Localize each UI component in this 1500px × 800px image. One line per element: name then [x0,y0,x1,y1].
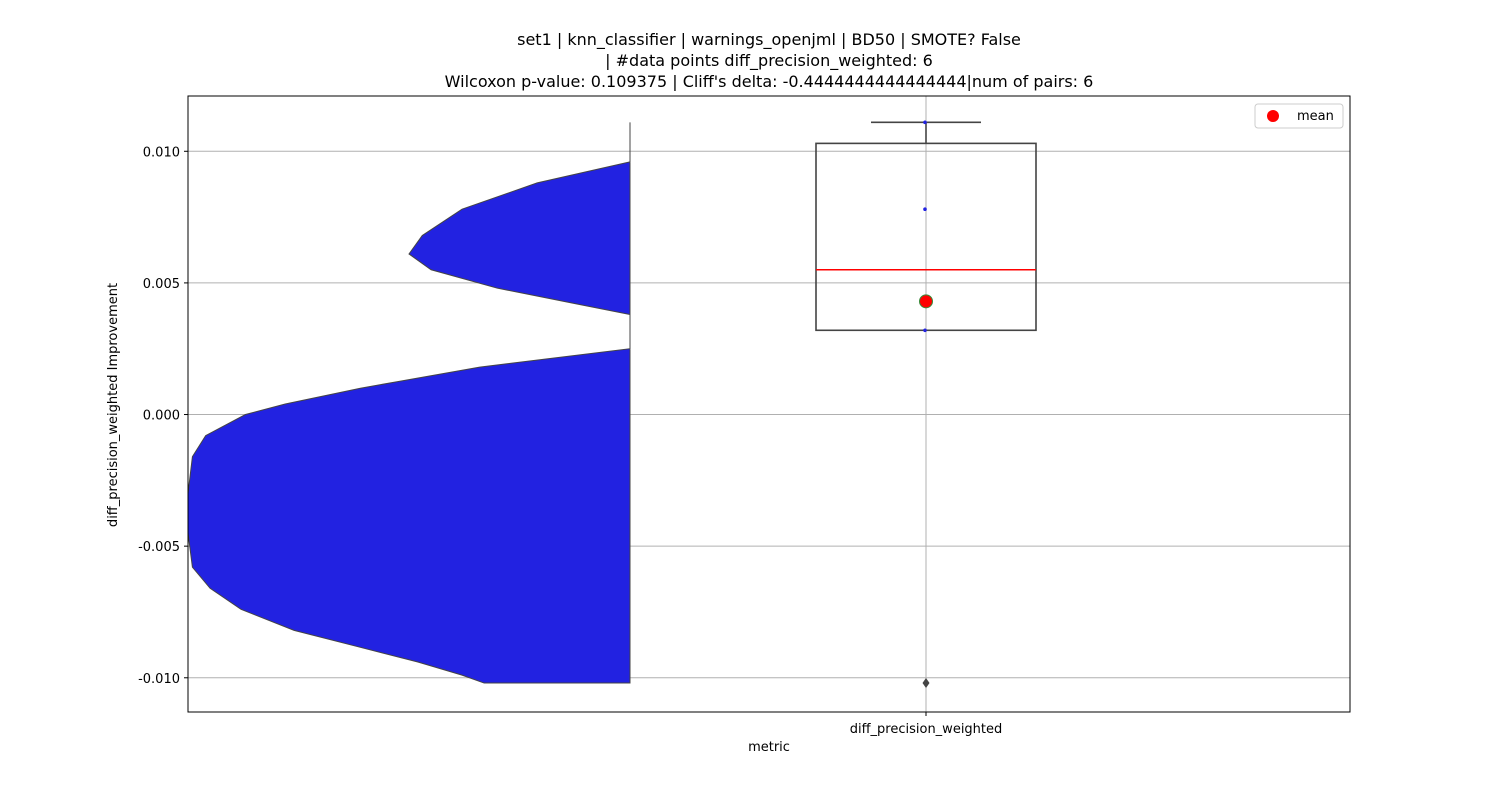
y-axis-label: diff_precision_weighted Improvement [106,283,121,527]
chart-title-line-2: | #data points diff_precision_weighted: … [605,51,933,70]
y-tick-label: 0.005 [143,277,180,292]
legend-mean-label: mean [1297,109,1334,124]
data-point [923,207,927,211]
data-point [923,120,927,125]
legend: mean [1254,103,1344,129]
chart-title-line-1: set1 | knn_classifier | warnings_openjml… [517,30,1021,49]
box-layer [815,120,1037,689]
outlier-marker [922,678,930,689]
y-tick-label: 0.010 [143,145,180,160]
x-axis: diff_precision_weighted [850,712,1003,737]
x-tick-label: diff_precision_weighted [850,722,1003,737]
y-tick-label: 0.000 [143,409,180,424]
plot-frame [187,95,1351,713]
legend-mean-marker [1267,110,1279,122]
x-axis-label: metric [748,740,790,755]
y-tick-label: -0.005 [138,540,180,555]
legend-frame [1254,103,1344,129]
y-axis: -0.010 -0.005 0.000 0.005 0.010 [138,145,188,687]
violin-body [188,122,631,684]
chart-title-line-3: Wilcoxon p-value: 0.109375 | Cliff's del… [444,72,1094,91]
violin-layer [188,122,631,684]
data-point [923,328,927,333]
mean-marker [919,294,933,309]
y-tick-label: -0.010 [138,672,180,687]
